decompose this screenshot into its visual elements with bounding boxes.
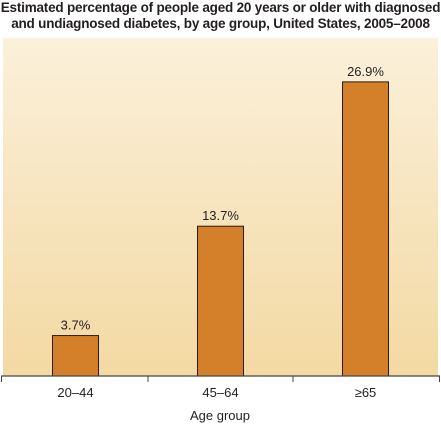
chart-title-line-1: Estimated percentage of people aged 20 y…	[0, 0, 441, 15]
data-label-1: 3.7%	[61, 318, 91, 333]
labels: 3.7% 20–44 13.7% 45–64 26.9% ≥65	[57, 64, 384, 400]
x-axis	[1, 375, 440, 382]
chart-title: Estimated percentage of people aged 20 y…	[0, 0, 441, 32]
x-axis-title: Age group	[190, 408, 250, 423]
bar-2	[197, 225, 244, 377]
x-tick-label-3: ≥65	[355, 385, 377, 400]
data-label-2: 13.7%	[202, 208, 239, 223]
bar-1	[52, 335, 99, 377]
x-tick-label-1: 20–44	[57, 385, 93, 400]
bar-3	[342, 81, 389, 377]
data-label-3: 26.9%	[347, 64, 384, 79]
bars	[52, 81, 389, 377]
x-tick-label-2: 45–64	[202, 385, 238, 400]
chart-title-line-2: and undiagnosed diabetes, by age group, …	[11, 16, 430, 31]
